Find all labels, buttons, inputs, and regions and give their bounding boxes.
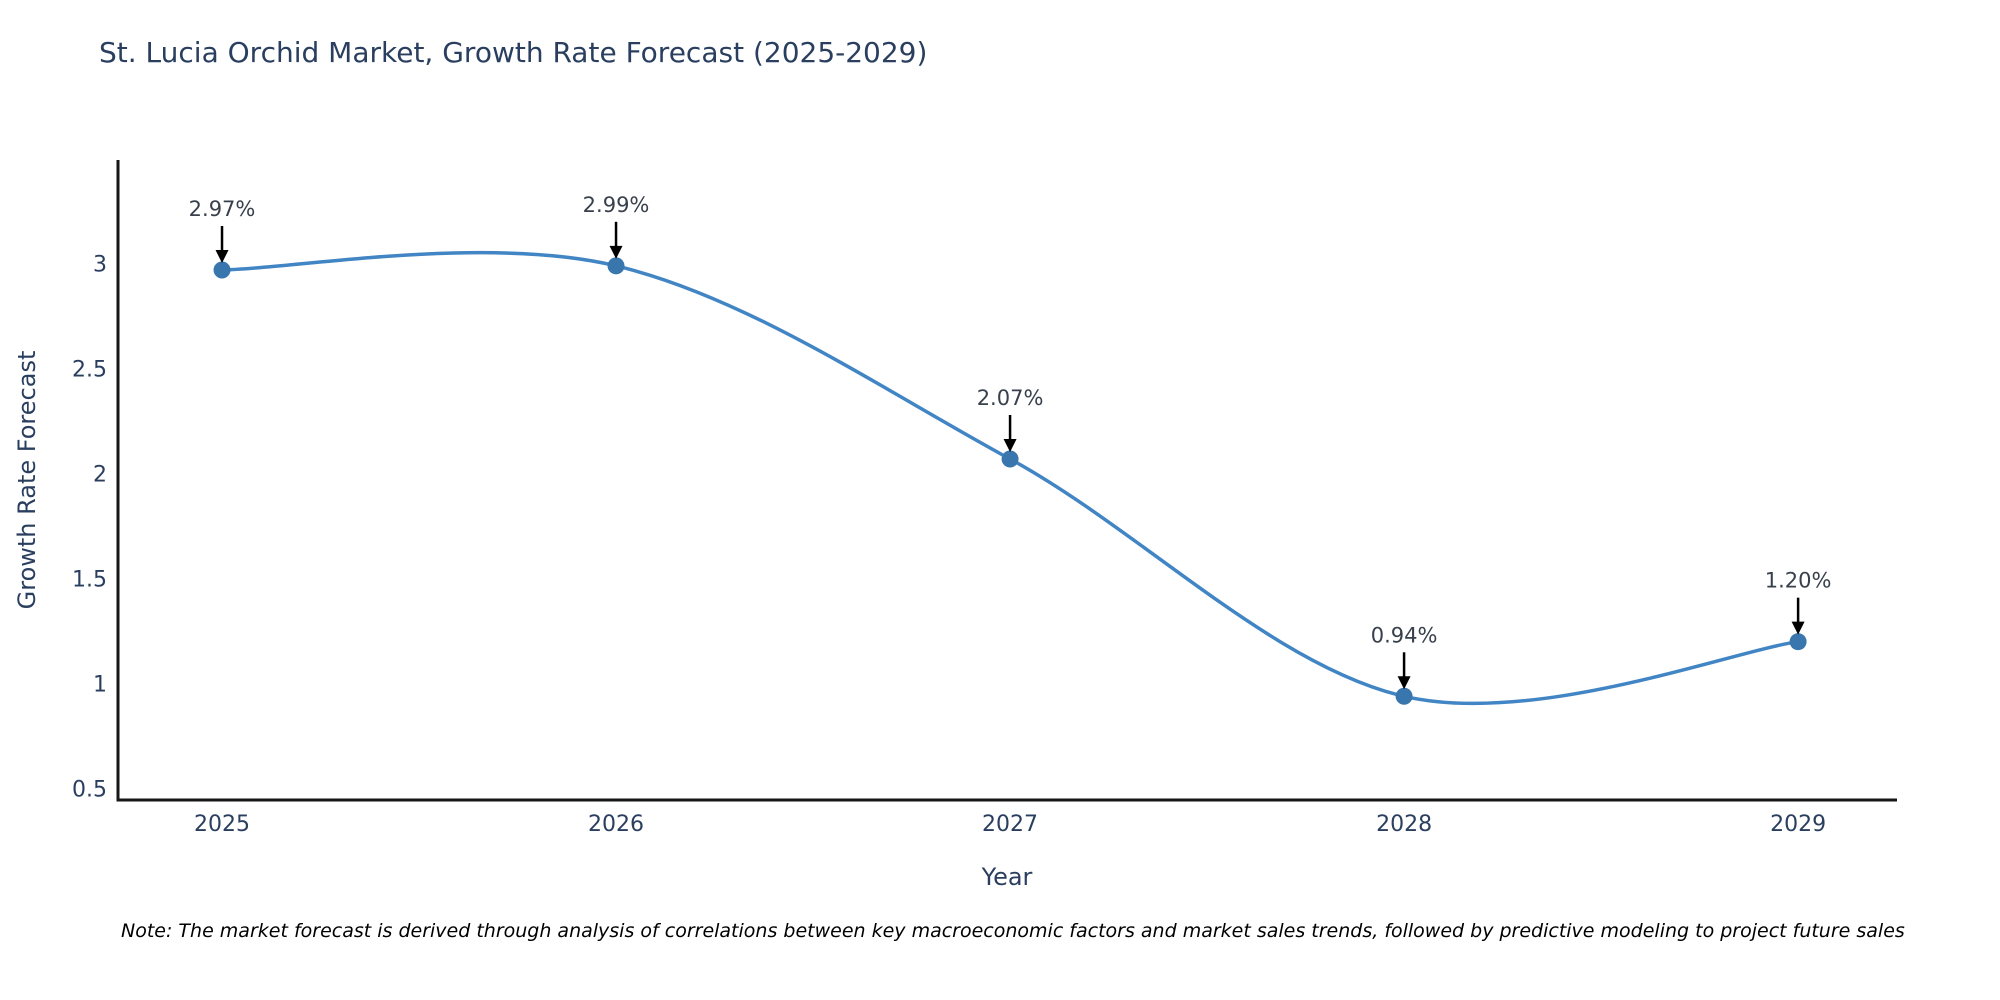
data-point-marker[interactable] xyxy=(213,261,231,279)
growth-rate-spline-line xyxy=(220,250,1800,706)
annotation-arrowhead xyxy=(1003,439,1017,453)
point-annotation-label: 2.99% xyxy=(583,193,650,217)
y-tick-label: 2 xyxy=(93,463,107,488)
chart-title: St. Lucia Orchid Market, Growth Rate For… xyxy=(99,36,928,69)
data-point-marker[interactable] xyxy=(607,257,625,275)
y-tick-label: 3 xyxy=(93,253,107,278)
data-point-marker[interactable] xyxy=(1001,450,1019,468)
x-axis-title: Year xyxy=(981,863,1033,891)
point-annotation-label: 1.20% xyxy=(1765,569,1832,593)
point-annotation-label: 2.07% xyxy=(977,386,1044,410)
annotation-arrowhead xyxy=(1791,621,1805,635)
y-tick-label: 0.5 xyxy=(72,778,107,803)
annotation-arrowhead xyxy=(609,245,623,259)
annotation-arrowhead xyxy=(215,250,229,264)
data-point-marker[interactable] xyxy=(1789,633,1807,651)
x-tick-label: 2025 xyxy=(194,812,250,837)
x-tick-label: 2027 xyxy=(982,812,1038,837)
y-tick-label: 1.5 xyxy=(72,568,107,593)
x-tick-label: 2029 xyxy=(1770,812,1826,837)
annotation-arrowhead xyxy=(1397,676,1411,690)
data-point-marker[interactable] xyxy=(1395,687,1413,705)
point-annotation-label: 0.94% xyxy=(1371,623,1438,647)
x-tick-label: 2028 xyxy=(1376,812,1432,837)
x-tick-label: 2026 xyxy=(588,812,644,837)
point-annotation-label: 2.97% xyxy=(189,197,256,221)
footnote: Note: The market forecast is derived thr… xyxy=(121,920,1905,942)
y-tick-label: 1 xyxy=(93,673,107,698)
y-tick-label: 2.5 xyxy=(72,358,107,383)
